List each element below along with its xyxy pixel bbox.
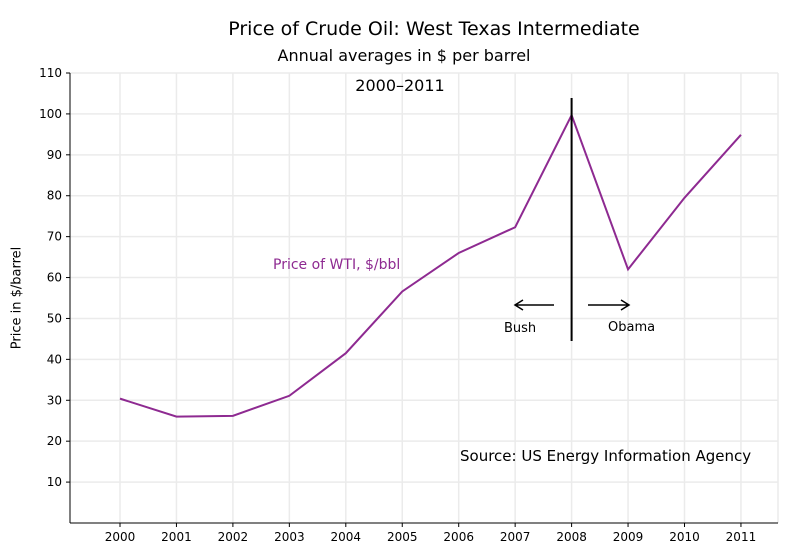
y-tick-label: 110 <box>39 66 62 80</box>
source-note: Source: US Energy Information Agency <box>460 447 752 465</box>
x-tick-label: 2006 <box>443 530 474 544</box>
x-tick-label: 2009 <box>613 530 644 544</box>
right-arrow-icon <box>588 299 631 311</box>
y-tick-label: 90 <box>47 148 62 162</box>
chart-date-range: 2000–2011 <box>355 76 445 95</box>
x-tick-label: 2004 <box>331 530 362 544</box>
y-axis-label: Price in $/barrel <box>9 246 25 350</box>
series-label: Price of WTI, $/bbl <box>273 257 401 273</box>
x-tick-label: 2010 <box>669 530 700 544</box>
y-tick-label: 20 <box>47 434 62 448</box>
obama-label: Obama <box>608 320 656 335</box>
x-tick-label: 2002 <box>218 530 249 544</box>
x-tick-label: 2011 <box>726 530 757 544</box>
bush-label: Bush <box>504 321 537 336</box>
y-tick-label: 60 <box>47 271 62 285</box>
y-tick-label: 70 <box>47 230 62 244</box>
x-tick-label: 2007 <box>500 530 531 544</box>
series-line-wti <box>119 112 742 418</box>
x-tick-label: 2000 <box>105 530 136 544</box>
left-arrow-icon <box>513 299 554 311</box>
chart-subtitle: Annual averages in $ per barrel <box>277 46 531 65</box>
x-tick-label: 2003 <box>274 530 305 544</box>
y-tick-label: 50 <box>47 311 62 325</box>
chart-title: Price of Crude Oil: West Texas Intermedi… <box>228 18 640 40</box>
y-tick-label: 10 <box>47 475 62 489</box>
x-tick-label: 2008 <box>556 530 587 544</box>
y-tick-label: 100 <box>39 107 62 121</box>
y-tick-label: 40 <box>47 352 62 366</box>
x-tick-label: 2001 <box>161 530 192 544</box>
y-tick-label: 30 <box>47 393 62 407</box>
y-tick-label: 80 <box>47 189 62 203</box>
x-tick-label: 2005 <box>387 530 418 544</box>
